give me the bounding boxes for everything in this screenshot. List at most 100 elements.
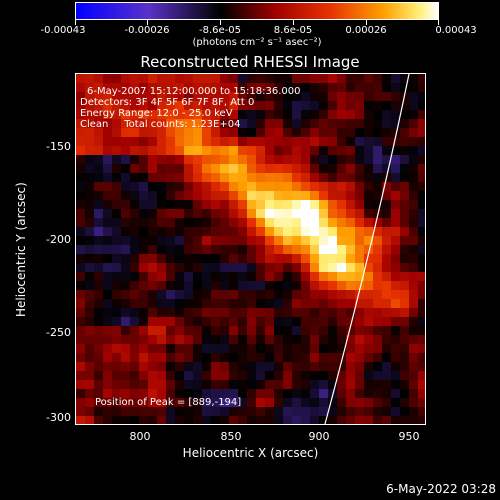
image-pixel bbox=[364, 299, 374, 309]
image-pixel bbox=[283, 83, 293, 93]
image-pixel bbox=[112, 407, 122, 417]
image-pixel bbox=[346, 146, 356, 156]
image-pixel bbox=[355, 326, 365, 336]
image-pixel bbox=[130, 227, 140, 237]
image-pixel bbox=[265, 353, 275, 363]
image-pixel bbox=[274, 398, 284, 408]
image-pixel bbox=[328, 218, 338, 228]
image-pixel bbox=[103, 236, 113, 246]
image-pixel bbox=[193, 344, 203, 354]
image-pixel bbox=[391, 389, 401, 399]
image-pixel bbox=[265, 209, 275, 219]
image-pixel bbox=[157, 353, 167, 363]
image-pixel bbox=[265, 110, 275, 120]
image-pixel bbox=[400, 308, 410, 318]
image-pixel bbox=[373, 137, 383, 147]
image-pixel bbox=[76, 254, 86, 264]
image-pixel bbox=[292, 101, 302, 111]
image-pixel bbox=[211, 164, 221, 174]
image-pixel bbox=[265, 119, 275, 129]
x-axis-label: Heliocentric X (arcsec) bbox=[182, 446, 319, 460]
image-pixel bbox=[184, 263, 194, 273]
image-pixel bbox=[94, 101, 104, 111]
image-pixel bbox=[382, 362, 392, 372]
image-pixel bbox=[418, 155, 425, 165]
image-pixel bbox=[364, 155, 374, 165]
image-pixel bbox=[265, 263, 275, 273]
image-pixel bbox=[193, 101, 203, 111]
image-pixel bbox=[292, 272, 302, 282]
image-pixel bbox=[193, 362, 203, 372]
image-pixel bbox=[112, 92, 122, 102]
image-pixel bbox=[391, 272, 401, 282]
image-pixel bbox=[94, 353, 104, 363]
image-pixel bbox=[355, 110, 365, 120]
image-pixel bbox=[220, 227, 230, 237]
image-pixel bbox=[166, 299, 176, 309]
image-pixel bbox=[103, 326, 113, 336]
image-pixel bbox=[409, 308, 419, 318]
image-pixel bbox=[76, 182, 86, 192]
image-pixel bbox=[400, 335, 410, 345]
image-pixel bbox=[85, 263, 95, 273]
image-pixel bbox=[238, 335, 248, 345]
image-pixel bbox=[112, 416, 122, 424]
image-pixel bbox=[256, 263, 266, 273]
image-pixel bbox=[148, 344, 158, 354]
image-pixel bbox=[409, 254, 419, 264]
image-pixel bbox=[139, 146, 149, 156]
image-pixel bbox=[373, 416, 383, 424]
image-pixel bbox=[139, 371, 149, 381]
image-pixel bbox=[130, 236, 140, 246]
image-pixel bbox=[382, 191, 392, 201]
image-pixel bbox=[319, 245, 329, 255]
image-pixel bbox=[220, 173, 230, 183]
image-pixel bbox=[301, 389, 311, 399]
image-pixel bbox=[409, 182, 419, 192]
image-pixel bbox=[193, 281, 203, 291]
image-pixel bbox=[157, 83, 167, 93]
image-pixel bbox=[76, 137, 86, 147]
image-pixel bbox=[382, 263, 392, 273]
image-pixel bbox=[175, 101, 185, 111]
image-pixel bbox=[76, 362, 86, 372]
image-pixel bbox=[148, 389, 158, 399]
image-pixel bbox=[130, 146, 140, 156]
image-pixel bbox=[310, 407, 320, 417]
image-pixel bbox=[301, 128, 311, 138]
image-pixel bbox=[382, 146, 392, 156]
image-pixel bbox=[283, 407, 293, 417]
image-pixel bbox=[157, 92, 167, 102]
image-pixel bbox=[409, 164, 419, 174]
image-pixel bbox=[283, 101, 293, 111]
image-pixel bbox=[382, 155, 392, 165]
image-pixel bbox=[328, 137, 338, 147]
image-pixel bbox=[301, 317, 311, 327]
image-pixel bbox=[364, 290, 374, 300]
image-pixel bbox=[256, 389, 266, 399]
image-pixel bbox=[418, 245, 425, 255]
image-pixel bbox=[157, 200, 167, 210]
image-pixel bbox=[355, 101, 365, 111]
image-pixel bbox=[157, 119, 167, 129]
image-pixel bbox=[130, 272, 140, 282]
image-pixel bbox=[382, 218, 392, 228]
image-pixel bbox=[256, 218, 266, 228]
image-pixel bbox=[355, 173, 365, 183]
image-pixel bbox=[247, 263, 257, 273]
image-pixel bbox=[166, 182, 176, 192]
image-pixel bbox=[184, 182, 194, 192]
image-pixel bbox=[301, 299, 311, 309]
image-pixel bbox=[148, 371, 158, 381]
image-pixel bbox=[382, 308, 392, 318]
image-pixel bbox=[202, 227, 212, 237]
image-pixel bbox=[409, 209, 419, 219]
image-pixel bbox=[292, 308, 302, 318]
image-pixel bbox=[175, 299, 185, 309]
image-pixel bbox=[310, 380, 320, 390]
image-pixel bbox=[238, 209, 248, 219]
image-pixel bbox=[94, 209, 104, 219]
image-pixel bbox=[391, 173, 401, 183]
image-pixel bbox=[391, 254, 401, 264]
image-pixel bbox=[184, 308, 194, 318]
